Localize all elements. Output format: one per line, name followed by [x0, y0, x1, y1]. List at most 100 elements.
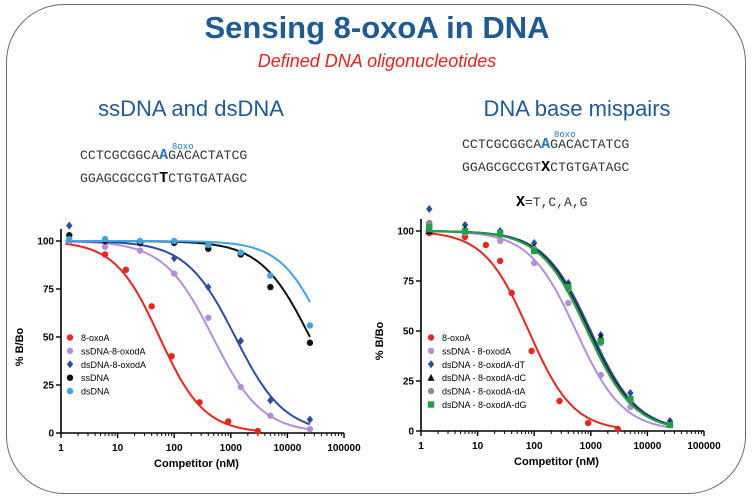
legend-marker	[427, 401, 435, 408]
x-tick-label: 100	[526, 441, 543, 452]
y-axis-label: % B/Bo	[374, 321, 386, 360]
legend-label: ssDNA-8-oxodA	[81, 346, 146, 356]
x-axis-label: Competitor (nM)	[154, 458, 239, 470]
legend-marker	[66, 360, 74, 369]
y-tick-label: 0	[408, 427, 414, 438]
legend-label: dsDNA - 8-oxodA-dT	[442, 360, 526, 370]
data-point	[531, 239, 538, 247]
left-sequence-block: CCTCGCGGCAAGACACTATCG GGAGCGCCGTTCTGTGAT…	[80, 144, 247, 190]
y-axis-label: % B/Bo	[14, 327, 26, 366]
legend-label: dsDNA - 8-oxodA-dA	[442, 387, 526, 397]
data-point	[461, 221, 469, 229]
y-tick-label: 50	[43, 333, 55, 344]
data-point	[205, 241, 212, 249]
data-point	[585, 419, 592, 427]
y-tick-label: 75	[43, 285, 55, 296]
left-seq-bottom-b: CTGTGATAGC	[168, 171, 248, 186]
legend-label: dsDNA	[81, 387, 110, 397]
data-point	[237, 336, 244, 345]
legend-marker	[66, 374, 74, 381]
data-point	[306, 425, 314, 433]
data-point	[196, 399, 203, 406]
data-point	[426, 205, 433, 213]
legend-label: dsDNA - 8-oxodA-dG	[442, 400, 527, 410]
left-seq-top-b: GACACTATCG	[168, 148, 248, 163]
data-point	[225, 418, 232, 425]
x-tick-label: 10	[112, 443, 124, 454]
data-point	[306, 415, 314, 424]
legend-label: dsDNA - 8-oxodA-dC	[442, 373, 527, 383]
data-point	[66, 235, 73, 243]
data-point	[136, 237, 144, 245]
mispair-options: =T,C,A,G	[525, 195, 588, 210]
legend-marker	[66, 347, 74, 355]
x-tick-label: 100000	[327, 443, 361, 454]
data-point	[306, 339, 314, 346]
legend-marker	[66, 334, 74, 341]
right-seq-top-a: CCTCGCGGCA	[462, 137, 542, 152]
x-tick-label: 1	[58, 443, 64, 454]
data-point	[531, 247, 538, 255]
data-point	[614, 425, 622, 433]
legend-label: 8-oxoA	[442, 333, 471, 343]
data-point	[426, 223, 433, 231]
mispair-x: X	[516, 194, 526, 211]
y-tick-label: 100	[37, 237, 54, 248]
data-point	[496, 257, 504, 265]
y-tick-label: 25	[403, 377, 415, 388]
right-oxo-label: 8oxo	[554, 130, 576, 140]
data-point	[482, 241, 490, 249]
data-point	[531, 259, 538, 267]
data-point	[101, 235, 109, 243]
legend-label: ssDNA - 8-oxodA	[442, 346, 511, 356]
left-seq-top-mark: A	[159, 147, 169, 164]
left-panel-heading: ssDNA and dsDNA	[98, 96, 284, 121]
legend-marker	[427, 387, 435, 395]
data-point	[597, 337, 604, 345]
legend-marker	[427, 334, 435, 341]
data-point	[597, 371, 604, 379]
x-tick-label: 10000	[633, 441, 661, 452]
legend-label: ssDNA	[81, 373, 109, 383]
data-point	[66, 221, 73, 230]
legend-label: dsDNA-8-oxodA	[81, 360, 146, 370]
data-point	[237, 249, 244, 256]
slide-title: Sensing 8-oxoA in DNA	[204, 10, 550, 45]
right-sequence-block: CCTCGCGGCAAGACACTATCG GGAGCGCCGTXCTGTGAT…	[462, 133, 629, 179]
data-point	[136, 247, 144, 254]
data-point	[267, 283, 274, 291]
mispair-label: X=T,C,A,G	[516, 194, 587, 211]
fit-curve-0	[65, 242, 258, 432]
y-tick-label: 0	[48, 429, 54, 440]
data-point	[666, 421, 674, 429]
right-seq-top-mark: A	[541, 136, 551, 153]
x-tick-label: 1000	[580, 441, 603, 452]
data-point	[556, 397, 563, 405]
data-point	[306, 322, 314, 329]
data-point	[205, 283, 212, 292]
x-tick-label: 10000	[273, 443, 301, 454]
slide-subtitle: Defined DNA oligonucleotides	[257, 51, 497, 71]
data-point	[101, 243, 109, 250]
data-point	[528, 347, 535, 355]
left-seq-bottom-mark: T	[159, 170, 169, 187]
x-axis-label: Competitor (nM)	[514, 456, 599, 468]
legend-marker	[427, 347, 435, 355]
y-tick-label: 25	[43, 381, 55, 392]
chart-1: 0 25 50 75 100 1 10 100 1000 10000 100000 Competito…	[374, 205, 721, 468]
data-point	[496, 229, 504, 237]
data-point	[171, 237, 178, 245]
legend-marker	[427, 373, 435, 381]
y-tick-label: 50	[403, 327, 415, 338]
x-tick-label: 10	[472, 441, 484, 452]
data-point	[171, 254, 178, 263]
data-point	[627, 395, 634, 403]
data-point	[254, 427, 262, 435]
x-tick-label: 1000	[220, 443, 243, 454]
x-tick-label: 100000	[687, 441, 721, 452]
data-point	[101, 251, 109, 258]
legend-label: 8-oxoA	[81, 333, 110, 343]
data-point	[627, 389, 634, 397]
right-seq-bottom-b: CTGTGATAGC	[550, 160, 630, 175]
